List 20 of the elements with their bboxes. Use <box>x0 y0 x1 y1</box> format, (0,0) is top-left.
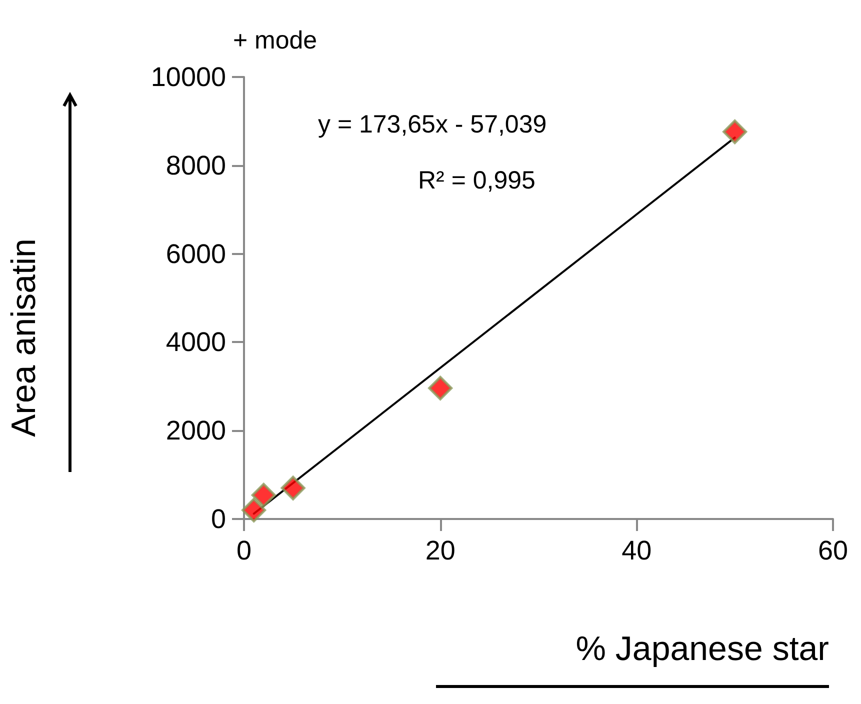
y-tick-label: 0 <box>210 504 226 534</box>
y-axis-title: Area anisatin <box>5 238 43 437</box>
x-tick-label: 40 <box>622 536 652 566</box>
y-tick-label: 10000 <box>150 62 226 92</box>
x-axis-title: % Japanese star <box>576 630 830 668</box>
point <box>280 476 306 500</box>
point <box>722 120 748 144</box>
annotation: y = 173,65x - 57,039 <box>318 110 547 138</box>
point <box>428 376 453 400</box>
annotation: R² = 0,995 <box>418 166 536 194</box>
x-tick-label: 0 <box>236 536 252 566</box>
point <box>251 482 276 508</box>
text: + mode <box>233 26 318 54</box>
y-tick-label: 4000 <box>166 327 226 358</box>
x-tick-label: 60 <box>818 536 848 566</box>
point <box>242 498 266 522</box>
y-tick-label: 8000 <box>166 150 226 180</box>
y-tick-label: 2000 <box>166 416 226 446</box>
y-tick-label: 6000 <box>166 238 226 269</box>
x-tick-label: 20 <box>425 536 456 566</box>
